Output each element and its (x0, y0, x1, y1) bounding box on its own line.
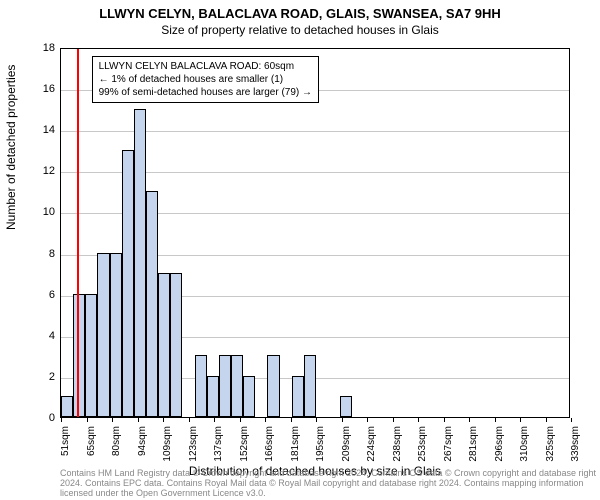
x-tick-label: 325sqm (545, 426, 556, 466)
x-tick-mark (87, 418, 88, 422)
x-tick-label: 310sqm (519, 426, 530, 466)
x-tick-label: 80sqm (111, 426, 122, 466)
histogram-bar (146, 191, 158, 417)
y-tick-label: 8 (25, 248, 55, 260)
histogram-bar (207, 376, 219, 417)
x-tick-mark (61, 418, 62, 422)
info-box-line: LLWYN CELYN BALACLAVA ROAD: 60sqm (99, 60, 312, 73)
histogram-bar (134, 109, 146, 417)
x-tick-mark (240, 418, 241, 422)
x-tick-label: 109sqm (162, 426, 173, 466)
x-tick-label: 152sqm (239, 426, 250, 466)
chart-title-sub: Size of property relative to detached ho… (0, 21, 600, 37)
plot-area: LLWYN CELYN BALACLAVA ROAD: 60sqm← 1% of… (60, 48, 570, 418)
histogram-bar (340, 396, 352, 417)
x-tick-mark (520, 418, 521, 422)
histogram-bar (158, 273, 170, 417)
marker-line (77, 49, 79, 417)
x-tick-mark (444, 418, 445, 422)
y-tick-label: 12 (25, 165, 55, 177)
x-tick-mark (291, 418, 292, 422)
histogram-bar (110, 253, 122, 417)
histogram-bar (304, 355, 316, 417)
y-tick-label: 0 (25, 412, 55, 424)
chart-title-main: LLWYN CELYN, BALACLAVA ROAD, GLAIS, SWAN… (0, 0, 600, 21)
info-box-line: ← 1% of detached houses are smaller (1) (99, 73, 312, 86)
histogram-bar (85, 294, 97, 417)
x-tick-label: 51sqm (60, 426, 71, 466)
x-tick-mark (112, 418, 113, 422)
x-tick-label: 281sqm (468, 426, 479, 466)
y-tick-label: 4 (25, 330, 55, 342)
x-tick-mark (265, 418, 266, 422)
x-tick-label: 123sqm (188, 426, 199, 466)
x-tick-mark (138, 418, 139, 422)
attribution-text: Contains HM Land Registry data © Crown c… (60, 468, 600, 498)
x-tick-mark (342, 418, 343, 422)
y-tick-label: 10 (25, 206, 55, 218)
histogram-bar (231, 355, 243, 417)
y-tick-label: 18 (25, 42, 55, 54)
x-tick-mark (316, 418, 317, 422)
histogram-bar (292, 376, 304, 417)
x-tick-label: 166sqm (264, 426, 275, 466)
info-box-line: 99% of semi-detached houses are larger (… (99, 86, 312, 99)
x-tick-label: 224sqm (366, 426, 377, 466)
x-tick-mark (189, 418, 190, 422)
x-tick-mark (163, 418, 164, 422)
x-tick-mark (495, 418, 496, 422)
x-tick-mark (469, 418, 470, 422)
histogram-bar (61, 396, 73, 417)
x-tick-label: 267sqm (443, 426, 454, 466)
x-tick-mark (393, 418, 394, 422)
x-tick-mark (214, 418, 215, 422)
histogram-bar (97, 253, 109, 417)
x-tick-label: 94sqm (137, 426, 148, 466)
histogram-bar (195, 355, 207, 417)
x-tick-label: 65sqm (86, 426, 97, 466)
histogram-bar (267, 355, 279, 417)
x-tick-label: 238sqm (392, 426, 403, 466)
x-tick-label: 209sqm (341, 426, 352, 466)
x-tick-mark (367, 418, 368, 422)
x-tick-mark (546, 418, 547, 422)
x-tick-label: 195sqm (315, 426, 326, 466)
x-tick-label: 253sqm (417, 426, 428, 466)
histogram-bar (243, 376, 255, 417)
histogram-bar (170, 273, 182, 417)
y-tick-label: 2 (25, 371, 55, 383)
x-tick-label: 181sqm (290, 426, 301, 466)
y-axis-label: Number of detached properties (4, 65, 18, 230)
histogram-bar (219, 355, 231, 417)
x-tick-mark (418, 418, 419, 422)
y-tick-label: 14 (25, 124, 55, 136)
y-tick-label: 6 (25, 289, 55, 301)
x-tick-label: 296sqm (494, 426, 505, 466)
info-box: LLWYN CELYN BALACLAVA ROAD: 60sqm← 1% of… (92, 56, 319, 103)
y-tick-label: 16 (25, 83, 55, 95)
x-tick-mark (571, 418, 572, 422)
histogram-bar (122, 150, 134, 417)
x-tick-label: 339sqm (570, 426, 581, 466)
x-tick-label: 137sqm (213, 426, 224, 466)
